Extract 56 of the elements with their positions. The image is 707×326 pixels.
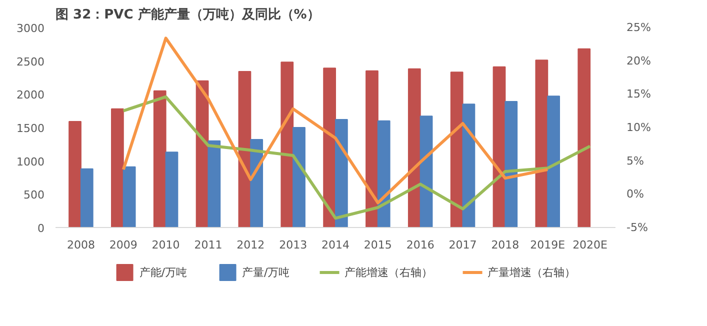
bar bbox=[535, 60, 548, 228]
line-series bbox=[122, 95, 592, 220]
bar bbox=[420, 116, 433, 228]
bar bbox=[578, 48, 591, 228]
bar bbox=[323, 68, 336, 228]
x-tick-label: 2010 bbox=[152, 238, 180, 252]
bar bbox=[153, 90, 166, 228]
legend-label: 产量/万吨 bbox=[242, 264, 290, 280]
bar bbox=[250, 139, 264, 228]
y2-tick-label: 20% bbox=[626, 54, 651, 68]
bar bbox=[377, 120, 390, 228]
y2-tick-label: 5% bbox=[626, 154, 644, 168]
x-tick-label: 2014 bbox=[322, 238, 350, 252]
bar bbox=[450, 72, 464, 228]
x-tick-label: 2012 bbox=[236, 238, 265, 252]
y2-tick-label: 0% bbox=[626, 188, 644, 201]
bar bbox=[165, 152, 178, 228]
legend-label: 产能增速（右轴） bbox=[344, 264, 433, 280]
line-series bbox=[122, 36, 550, 204]
bar bbox=[547, 96, 560, 228]
y2-tick-label: 15% bbox=[626, 88, 651, 101]
legend-label: 产量增速（右轴） bbox=[488, 264, 576, 280]
x-tick-label: 2015 bbox=[364, 238, 392, 252]
bar bbox=[292, 127, 306, 228]
x-tick-label: 2016 bbox=[406, 238, 434, 252]
bar bbox=[462, 104, 476, 228]
bar bbox=[504, 101, 518, 228]
y-tick-label: 3000 bbox=[16, 22, 45, 35]
x-tick-label: 2018 bbox=[491, 238, 520, 252]
bar bbox=[408, 68, 421, 228]
y2-tick-label: 10% bbox=[626, 121, 651, 134]
x-tick-label: 2019E bbox=[530, 238, 566, 252]
y-tick-label: 500 bbox=[24, 188, 45, 202]
x-tick-label: 2009 bbox=[109, 238, 138, 252]
x-tick-label: 2008 bbox=[66, 238, 95, 252]
bar bbox=[122, 166, 136, 228]
bar bbox=[335, 119, 348, 228]
x-tick-label: 2017 bbox=[448, 238, 477, 252]
y-tick-label: 2500 bbox=[16, 55, 45, 68]
bar bbox=[68, 121, 82, 228]
x-tick-label: 2011 bbox=[194, 238, 222, 252]
y-tick-label: 2000 bbox=[16, 88, 45, 102]
bar bbox=[80, 168, 94, 228]
x-tick-label: 2013 bbox=[279, 238, 308, 252]
y-tick-label: 1000 bbox=[16, 155, 45, 168]
bar bbox=[280, 62, 294, 228]
y-tick-label: 0 bbox=[38, 222, 44, 235]
y-tick-label: 1500 bbox=[16, 122, 45, 135]
legend-label: 产能/万吨 bbox=[139, 264, 187, 280]
chart-title: 图 32：PVC 产能产量（万吨）及同比（%） bbox=[56, 6, 320, 22]
bar bbox=[366, 70, 378, 228]
y2-tick-label: -5% bbox=[626, 221, 648, 234]
bar bbox=[208, 140, 221, 228]
x-tick-label: 2020E bbox=[572, 238, 608, 252]
y2-tick-label: 25% bbox=[626, 21, 651, 34]
bar bbox=[111, 108, 124, 228]
